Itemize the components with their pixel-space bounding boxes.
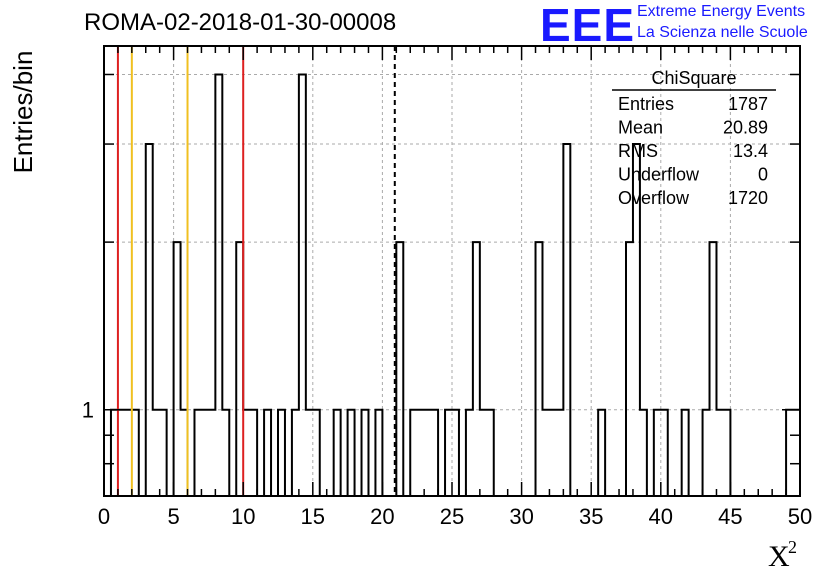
histogram-bin	[682, 410, 689, 496]
axis-labels: 0 5 10 15 20 25 30 35 40 45 50 1 Entries/bin X2	[8, 51, 812, 572]
histogram-bin	[536, 242, 543, 496]
stats-value: 13.4	[733, 141, 768, 161]
axis-ticks	[103, 46, 801, 497]
histogram-bin	[181, 410, 188, 496]
x-tick-label: 30	[509, 504, 533, 529]
x-tick-label: 0	[98, 504, 110, 529]
x-tick-label: 5	[167, 504, 179, 529]
stats-value: 20.89	[723, 118, 768, 138]
stats-label: Mean	[618, 118, 663, 138]
histogram-bin	[549, 410, 556, 496]
x-tick-label: 25	[440, 504, 464, 529]
x-tick-label: 15	[301, 504, 325, 529]
histogram-bin	[153, 410, 160, 496]
y-tick-label: 1	[82, 398, 94, 423]
histogram-bin	[452, 410, 459, 496]
histogram-bin	[661, 410, 668, 496]
histogram-bin	[626, 242, 633, 496]
histogram-bin	[786, 410, 793, 496]
histogram-bin	[556, 410, 563, 496]
x-tick-label: 45	[718, 504, 742, 529]
reference-lines	[116, 46, 396, 496]
histogram-outline	[104, 73, 800, 497]
logo-caption-line2: La Scienza nelle Scuole	[637, 24, 808, 41]
histogram-bin	[424, 410, 431, 496]
histogram-bin	[132, 410, 139, 496]
stats-value: 1720	[728, 188, 768, 208]
chart-title: ROMA-02-2018-01-30-00008	[84, 9, 397, 36]
histogram-bin	[362, 410, 369, 496]
histogram-bin	[473, 242, 480, 496]
histogram-bin	[431, 410, 438, 496]
histogram-bin	[542, 410, 549, 496]
histogram-bin	[480, 410, 487, 496]
stats-title: ChiSquare	[651, 68, 736, 88]
histogram-bin	[250, 410, 257, 496]
histogram-bin	[222, 410, 229, 496]
x-axis-label-superscript: 2	[788, 537, 797, 557]
histogram-bin	[598, 410, 605, 496]
x-tick-label: 40	[649, 504, 673, 529]
x-tick-label: 20	[370, 504, 394, 529]
stats-value: 1787	[728, 94, 768, 114]
histogram-bin	[723, 410, 730, 496]
histogram-bin	[410, 410, 417, 496]
histogram-bin	[417, 410, 424, 496]
histogram-bin	[793, 410, 800, 496]
histogram-bin	[299, 74, 306, 496]
histogram-bin	[375, 410, 382, 496]
histogram-bin	[348, 410, 355, 496]
histogram-bin	[313, 410, 320, 496]
histogram-bin	[640, 410, 647, 496]
histogram-bin	[236, 242, 243, 496]
logo-caption-line1: Extreme Energy Events	[637, 3, 806, 20]
x-tick-label: 50	[788, 504, 812, 529]
eee-logo: EEE	[540, 0, 636, 51]
stats-value: 0	[758, 165, 768, 185]
x-tick-label: 35	[579, 504, 603, 529]
histogram-bin	[487, 410, 494, 496]
histogram-bin	[334, 410, 341, 496]
histogram-bin	[118, 410, 125, 496]
histogram-bin	[215, 74, 222, 496]
histogram-bin	[396, 242, 403, 496]
histogram-bin	[278, 410, 285, 496]
histogram-bin	[146, 144, 153, 496]
stats-box: ChiSquare Entries 1787 Mean 20.89 RMS 13.4 Unde…	[612, 68, 776, 208]
histogram-bin	[201, 410, 208, 496]
histogram-bin	[654, 410, 661, 496]
histogram-bin	[160, 410, 167, 496]
histogram-bin	[243, 410, 250, 496]
histogram-bin	[716, 410, 723, 496]
histogram-bin	[445, 410, 452, 496]
histogram-bin	[292, 410, 299, 496]
histogram-bars	[104, 73, 800, 497]
histogram-bin	[563, 144, 570, 496]
histogram-bin	[194, 410, 201, 496]
histogram-bin	[306, 410, 313, 496]
stats-label: Entries	[618, 94, 674, 114]
x-tick-label: 10	[231, 504, 255, 529]
y-axis-label: Entries/bin	[8, 51, 38, 174]
histogram-bin	[125, 410, 132, 496]
histogram-bin	[264, 410, 271, 496]
histogram-bin	[208, 410, 215, 496]
histogram-bin	[466, 410, 473, 496]
stats-label: RMS	[618, 141, 658, 161]
histogram-bin	[111, 410, 118, 496]
histogram-bin	[174, 242, 181, 496]
histogram-bin	[710, 242, 717, 496]
stats-label: Overflow	[618, 188, 690, 208]
x-axis-label: X	[768, 540, 790, 572]
stats-label: Underflow	[618, 165, 700, 185]
histogram-bin	[703, 410, 710, 496]
